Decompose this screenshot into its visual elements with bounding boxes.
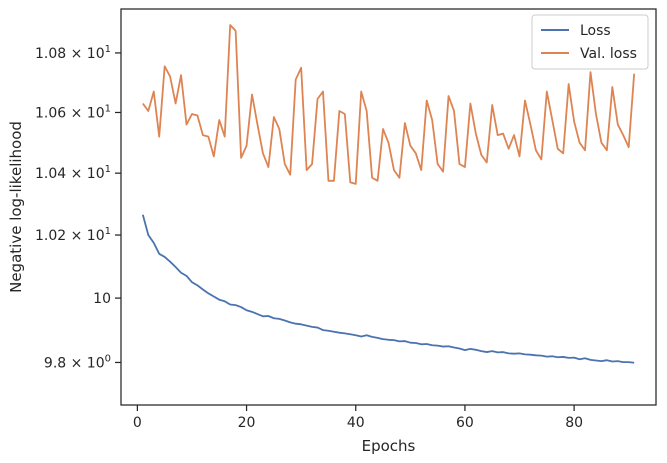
legend: Loss Val. loss: [531, 14, 649, 70]
y-tick-label: 1.06 × 101: [35, 103, 111, 121]
x-axis-ticks: 0 20 40 60 80: [133, 405, 583, 431]
series-layer: [141, 24, 636, 364]
y-tick-label: 1.08 × 101: [35, 44, 111, 62]
x-tick-label: 60: [456, 415, 474, 431]
legend-frame: [531, 14, 649, 70]
x-tick-label: 80: [565, 415, 583, 431]
val-loss-line: [142, 24, 636, 185]
x-tick-label: 0: [133, 415, 142, 431]
legend-label-loss: Loss: [580, 23, 611, 39]
y-axis-label: Negative log-likelihood: [7, 121, 25, 293]
y-tick-label: 10: [93, 291, 111, 307]
x-axis-label: Epochs: [362, 437, 416, 455]
y-tick-label: 1.04 × 101: [35, 164, 111, 182]
y-tick-label: 1.02 × 101: [35, 226, 111, 244]
legend-label-val-loss: Val. loss: [580, 46, 637, 62]
x-tick-label: 40: [347, 415, 365, 431]
y-tick-label: 9.8 × 100: [44, 353, 111, 371]
loss-line: [141, 214, 635, 364]
y-axis-ticks: 9.8 × 100 10 1.02 × 101 1.04 × 101 1.06 × 10…: [35, 44, 121, 371]
x-tick-label: 20: [238, 415, 256, 431]
